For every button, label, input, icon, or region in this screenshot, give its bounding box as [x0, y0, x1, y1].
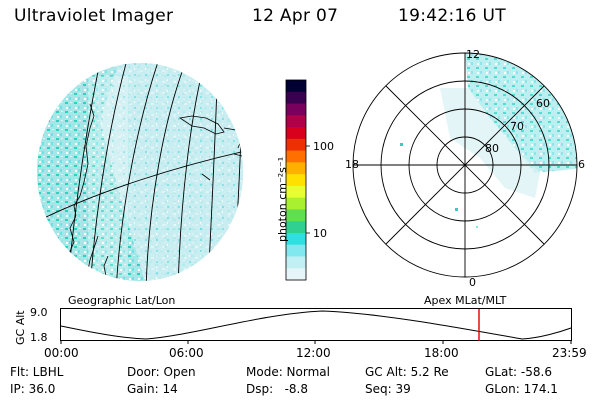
status-door: Door: Open [127, 365, 196, 379]
colorbar-segment [286, 174, 306, 187]
colorbar-segment [286, 91, 306, 105]
colorbar-tick-100: 100 [313, 140, 334, 153]
colorbar-segment [286, 197, 306, 210]
colorbar-segment [286, 268, 306, 281]
mlt-label-6: 6 [578, 158, 585, 171]
altitude-ymin: 1.8 [30, 331, 48, 344]
colorbar-strip [286, 80, 306, 281]
status-ip: IP: 36.0 [10, 382, 56, 396]
mlt-label-0: 0 [469, 276, 476, 289]
status-mode: Mode: Normal [246, 365, 330, 379]
altitude-ymax: 9.0 [30, 306, 48, 319]
status-seq: Seq: 39 [365, 382, 411, 396]
mlat-label-80: 80 [485, 142, 499, 155]
geographic-globe-view [37, 63, 243, 281]
colorbar-segment [286, 232, 306, 246]
geographic-panel-label: Geographic Lat/Lon [68, 294, 176, 307]
polar-panel-label: Apex MLat/MLT [424, 294, 507, 307]
altitude-axis-label: GC Alt [14, 310, 27, 345]
date-label: 12 Apr 07 [252, 6, 339, 26]
status-gc-alt: GC Alt: 5.2 Re [365, 365, 449, 379]
colorbar-segment [286, 80, 306, 93]
colorbar-tick-10: 10 [313, 227, 327, 240]
status-gain: Gain: 14 [127, 382, 178, 396]
colorbar-segment [286, 127, 306, 140]
time-tick-1200: 12:00 [296, 346, 331, 360]
polar-mlat-mlt-view [352, 52, 578, 278]
mlat-label-60: 60 [536, 97, 550, 110]
time-tick-0000: 00:00 [44, 346, 79, 360]
colorbar-segment [286, 115, 306, 128]
colorbar-segment [286, 150, 306, 163]
instrument-title: Ultraviolet Imager [14, 6, 174, 26]
colorbar-segment [286, 138, 306, 152]
mlt-label-12: 12 [466, 48, 480, 61]
status-glon: GLon: 174.1 [485, 382, 558, 396]
time-label: 19:42:16 UT [398, 6, 506, 26]
colorbar-segment [286, 185, 306, 199]
time-tick-1800: 18:00 [424, 346, 459, 360]
colorbar-segment [286, 221, 306, 234]
status-flt: Flt: LBHL [10, 365, 64, 379]
colorbar [285, 79, 310, 281]
altitude-plot [60, 308, 572, 344]
colorbar-unit-label: photon cm⁻²s⁻¹ [276, 156, 289, 242]
mlat-label-70: 70 [510, 120, 524, 133]
time-tick-0600: 06:00 [169, 346, 204, 360]
status-glat: GLat: -58.6 [485, 365, 552, 379]
colorbar-segment [286, 209, 306, 222]
colorbar-segment [286, 103, 306, 116]
status-dsp: Dsp: -8.8 [246, 382, 309, 396]
colorbar-segment [286, 162, 306, 175]
mlt-label-18: 18 [345, 158, 359, 171]
colorbar-segment [286, 244, 306, 257]
time-tick-2359: 23:59 [552, 346, 587, 360]
colorbar-segment [286, 256, 306, 269]
